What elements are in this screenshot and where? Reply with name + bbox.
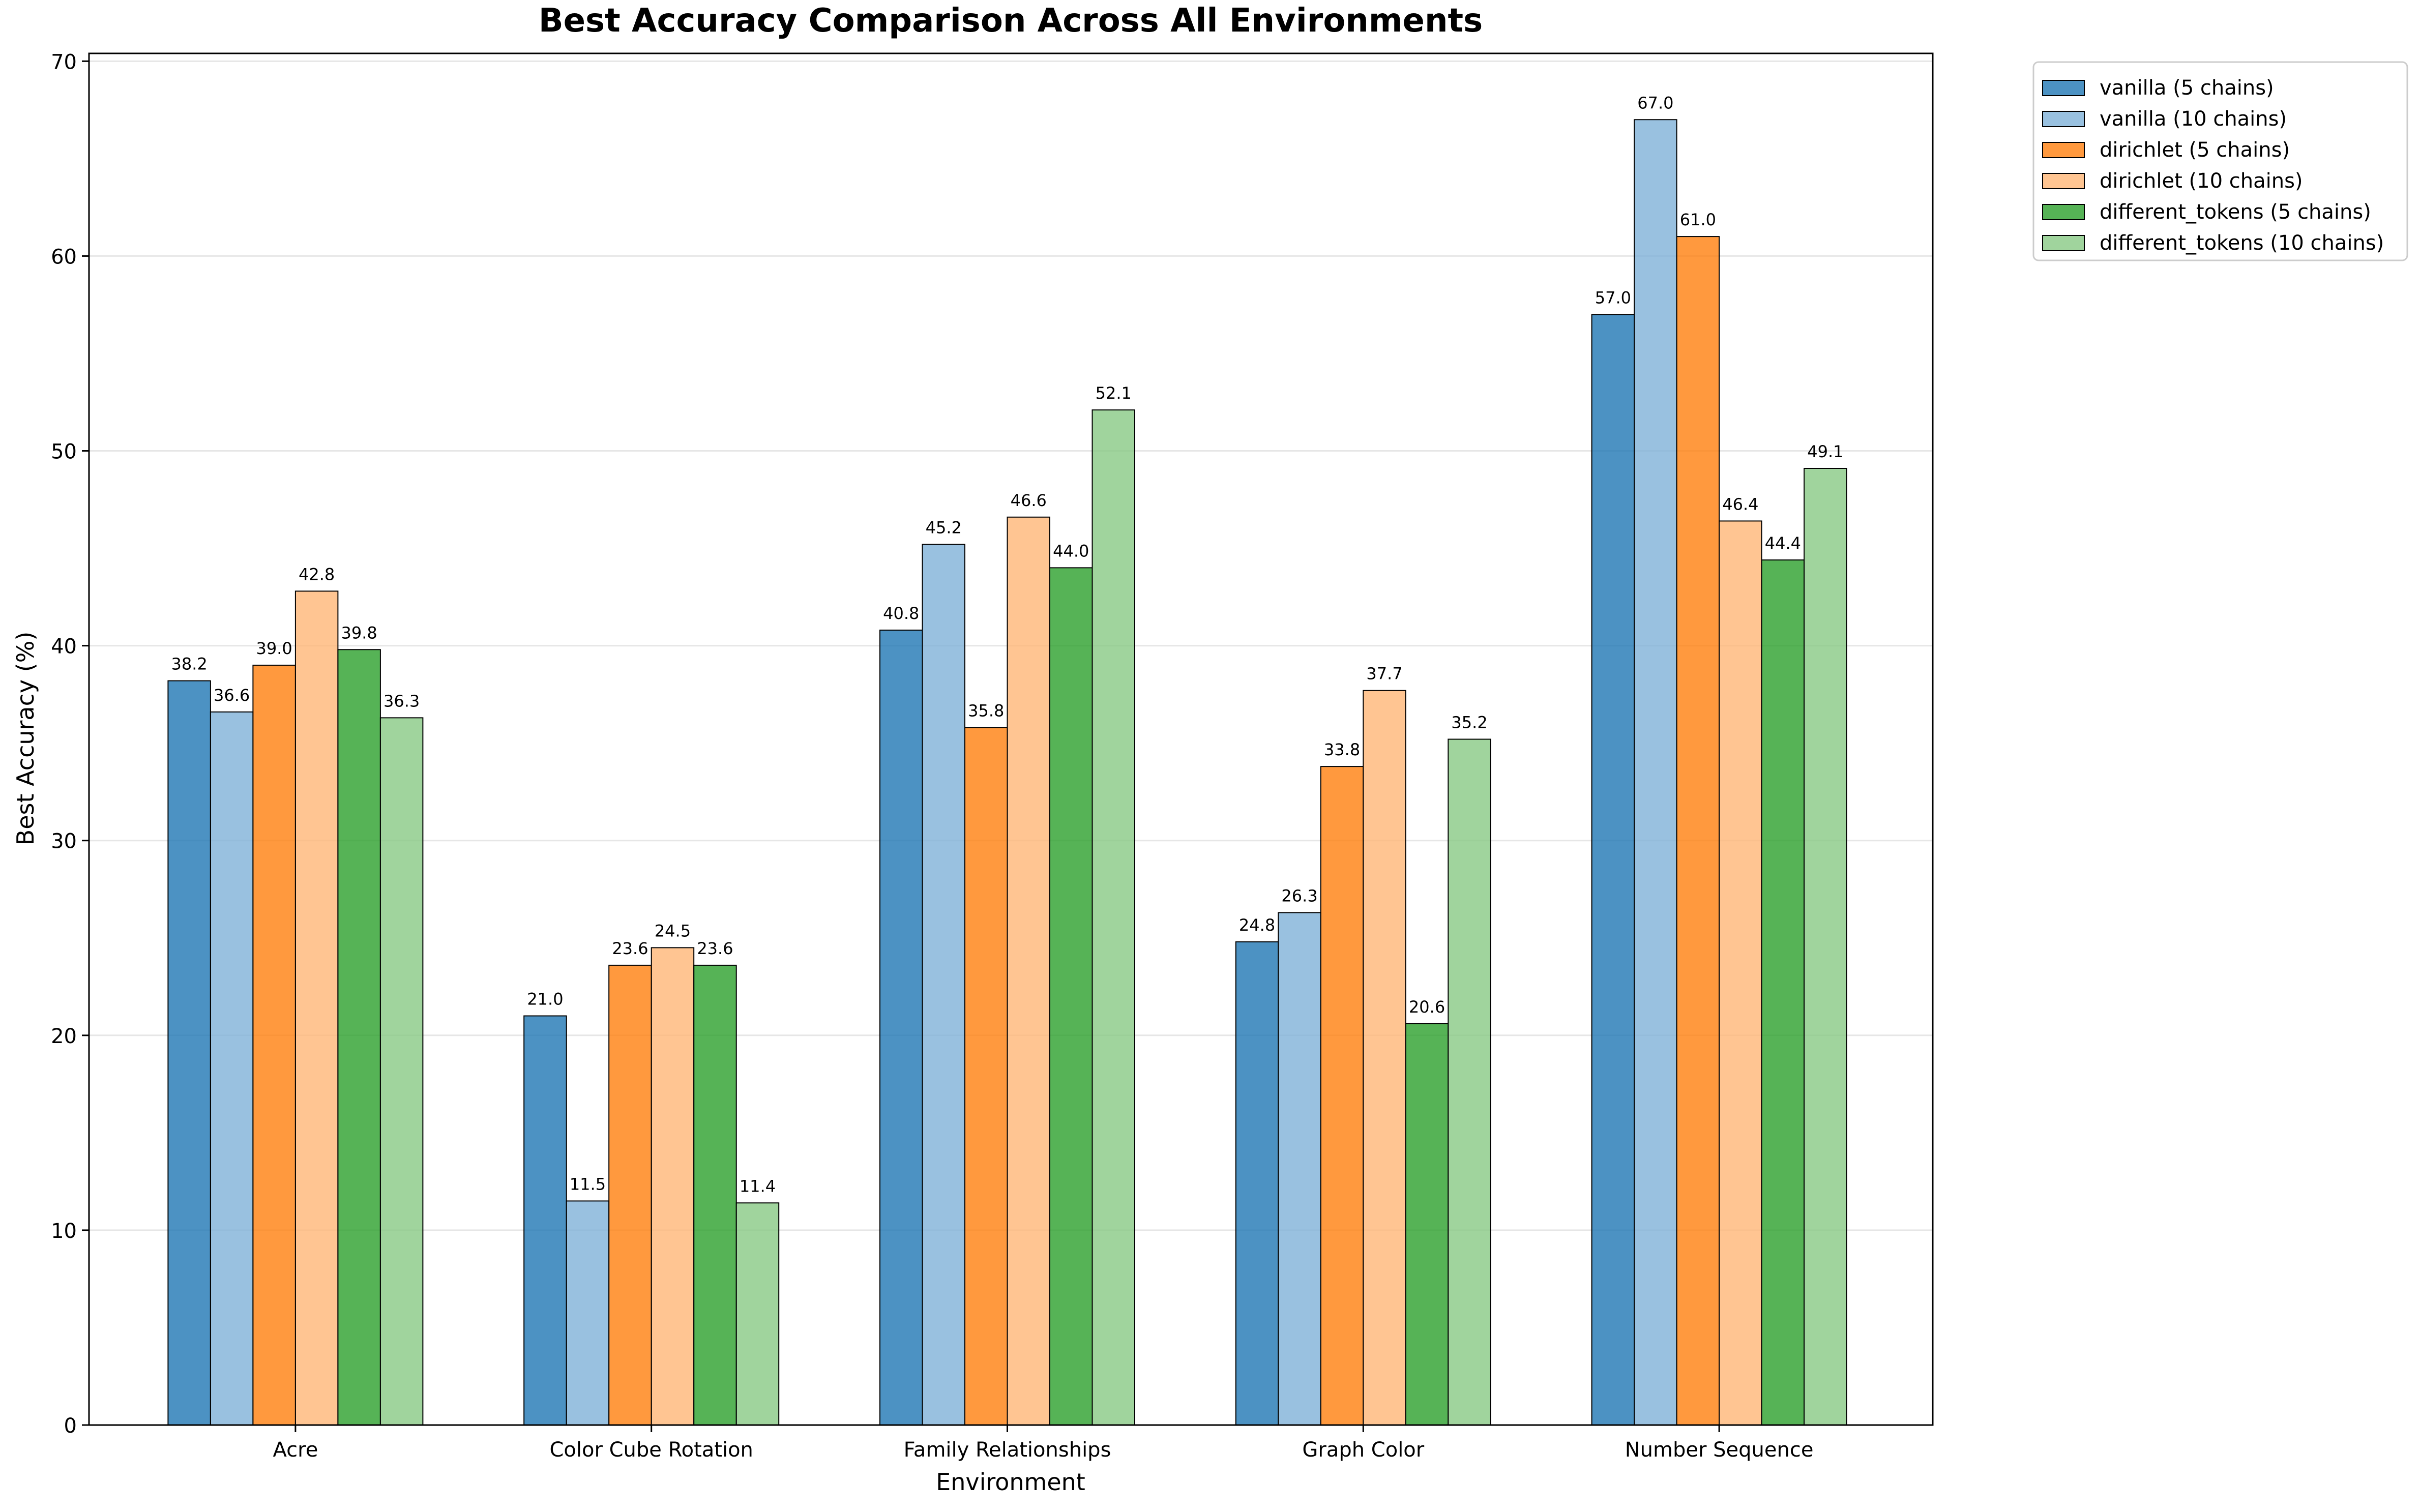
bar (210, 711, 254, 1426)
bar-value-label: 40.8 (883, 604, 919, 623)
bar (1235, 941, 1279, 1426)
bar-value-label: 42.8 (299, 565, 335, 584)
bar-value-label: 36.6 (214, 686, 250, 705)
bar (566, 1200, 610, 1426)
y-tick-label: 0 (64, 1414, 77, 1438)
bar (922, 544, 966, 1426)
bar (1591, 314, 1635, 1426)
bar (1278, 912, 1321, 1426)
x-tick-label: Number Sequence (1625, 1438, 1814, 1462)
bar-value-label: 11.5 (570, 1174, 606, 1194)
bar (1049, 567, 1093, 1426)
bar-value-label: 37.7 (1366, 664, 1402, 684)
bar-value-label: 26.3 (1281, 886, 1317, 905)
legend-swatch (2042, 80, 2085, 96)
legend-swatch (2042, 204, 2085, 220)
y-tick-label: 40 (51, 635, 77, 659)
bar (337, 649, 381, 1426)
bars (167, 119, 1847, 1426)
bar-value-label: 21.0 (527, 989, 563, 1009)
bar (1091, 409, 1136, 1426)
y-tick-label: 60 (51, 245, 77, 269)
bar (252, 664, 296, 1426)
bar-value-label: 36.3 (383, 691, 420, 710)
bar-value-label: 46.6 (1011, 491, 1047, 510)
bar-value-label: 67.0 (1637, 93, 1673, 112)
bar-value-label: 44.0 (1053, 541, 1089, 560)
bar-value-label: 39.0 (256, 639, 292, 658)
bar-value-label: 57.0 (1595, 288, 1631, 307)
chart-title: Best Accuracy Comparison Across All Envi… (539, 2, 1483, 40)
bar (1405, 1023, 1449, 1426)
legend: vanilla (5 chains) vanilla (10 chains) dir… (2032, 61, 2408, 261)
bar-value-label: 33.8 (1324, 740, 1360, 759)
bar (1676, 236, 1720, 1426)
bar-value-label: 35.8 (968, 701, 1004, 721)
bar (608, 964, 652, 1426)
bar-value-label: 24.5 (655, 921, 691, 940)
bar (964, 727, 1008, 1426)
bar-value-label: 39.8 (341, 623, 377, 642)
bar (1719, 520, 1762, 1426)
bar-value-label: 11.4 (740, 1176, 776, 1196)
bar-value-label: 38.2 (171, 655, 208, 674)
bar (879, 629, 923, 1426)
plot-frame (88, 52, 1934, 1426)
legend-entry-label: vanilla (5 chains) (2100, 76, 2274, 100)
bar-value-label: 52.1 (1096, 383, 1132, 403)
bar (294, 590, 339, 1426)
bar-value-label: 61.0 (1680, 210, 1716, 229)
x-tick-label: Graph Color (1302, 1438, 1424, 1462)
legend-entry-label: vanilla (10 chains) (2100, 107, 2287, 131)
bar-value-label: 20.6 (1409, 997, 1445, 1017)
legend-entry-label: different_tokens (5 chains) (2100, 200, 2371, 224)
legend-swatch (2042, 142, 2085, 158)
y-tick-label: 70 (51, 50, 77, 74)
x-tick-label: Acre (273, 1438, 318, 1462)
bar (379, 717, 424, 1426)
bar-value-label: 35.2 (1451, 713, 1487, 732)
bar-value-label: 46.4 (1722, 494, 1758, 514)
bar (167, 680, 211, 1426)
x-tick-label: Family Relationships (904, 1438, 1111, 1462)
bar (693, 964, 737, 1426)
bar (1007, 516, 1051, 1426)
bar-value-label: 23.6 (612, 939, 648, 958)
bar-value-label: 44.4 (1765, 533, 1801, 553)
bar-value-label: 24.8 (1239, 915, 1275, 935)
bar (651, 947, 695, 1426)
bar (1448, 738, 1491, 1426)
legend-entry-label: different_tokens (10 chains) (2100, 231, 2384, 255)
y-tick-label: 20 (51, 1025, 77, 1048)
axes: 0 10 20 30 40 50 60 70 Acre Color Cube Rotation Fa… (51, 50, 1934, 1462)
bar (1761, 559, 1805, 1426)
y-axis-label: Best Accuracy (%) (12, 632, 39, 846)
bar (1804, 467, 1847, 1426)
bar (1320, 766, 1364, 1426)
legend-box (2032, 61, 2408, 261)
bar-value-label: 45.2 (926, 518, 962, 537)
y-tick-label: 30 (51, 830, 77, 853)
bar (1363, 690, 1406, 1426)
bar-value-labels: 38.2 36.6 39.0 42.8 39.8 36.3 21.0 11.5 23.6 24.5… (171, 93, 1844, 1196)
bar (1634, 119, 1677, 1426)
bar-value-label: 49.1 (1807, 442, 1843, 461)
bar-value-label: 23.6 (697, 939, 733, 958)
bar (735, 1202, 780, 1426)
legend-swatch (2042, 235, 2085, 251)
x-tick-label: Color Cube Rotation (549, 1438, 753, 1462)
legend-entry-label: dirichlet (5 chains) (2100, 138, 2290, 162)
x-axis-label: Environment (936, 1468, 1085, 1496)
y-tick-label: 50 (51, 440, 77, 464)
y-tick-label: 10 (51, 1220, 77, 1243)
bar (523, 1015, 567, 1426)
legend-swatch (2042, 111, 2085, 127)
legend-swatch (2042, 173, 2085, 189)
legend-entry-label: dirichlet (10 chains) (2100, 169, 2303, 193)
